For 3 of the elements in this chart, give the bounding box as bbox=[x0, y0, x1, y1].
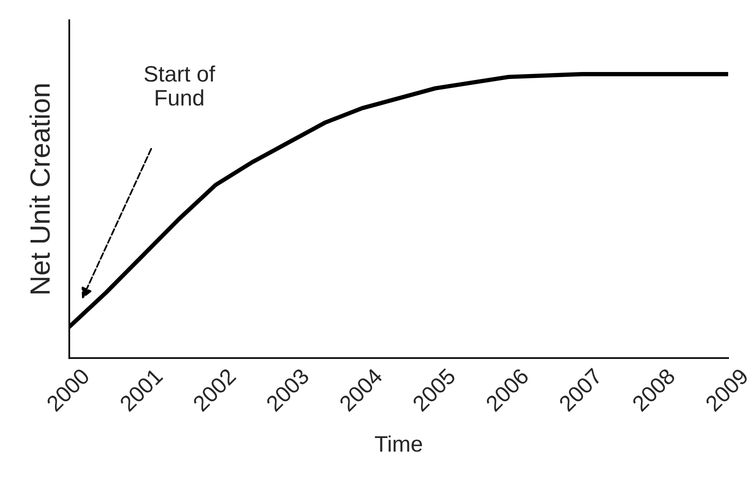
y-axis-title: Net Unit Creation bbox=[29, 84, 50, 294]
annotation: Start of Fund bbox=[144, 65, 216, 106]
x-axis-title: Time bbox=[374, 435, 422, 452]
